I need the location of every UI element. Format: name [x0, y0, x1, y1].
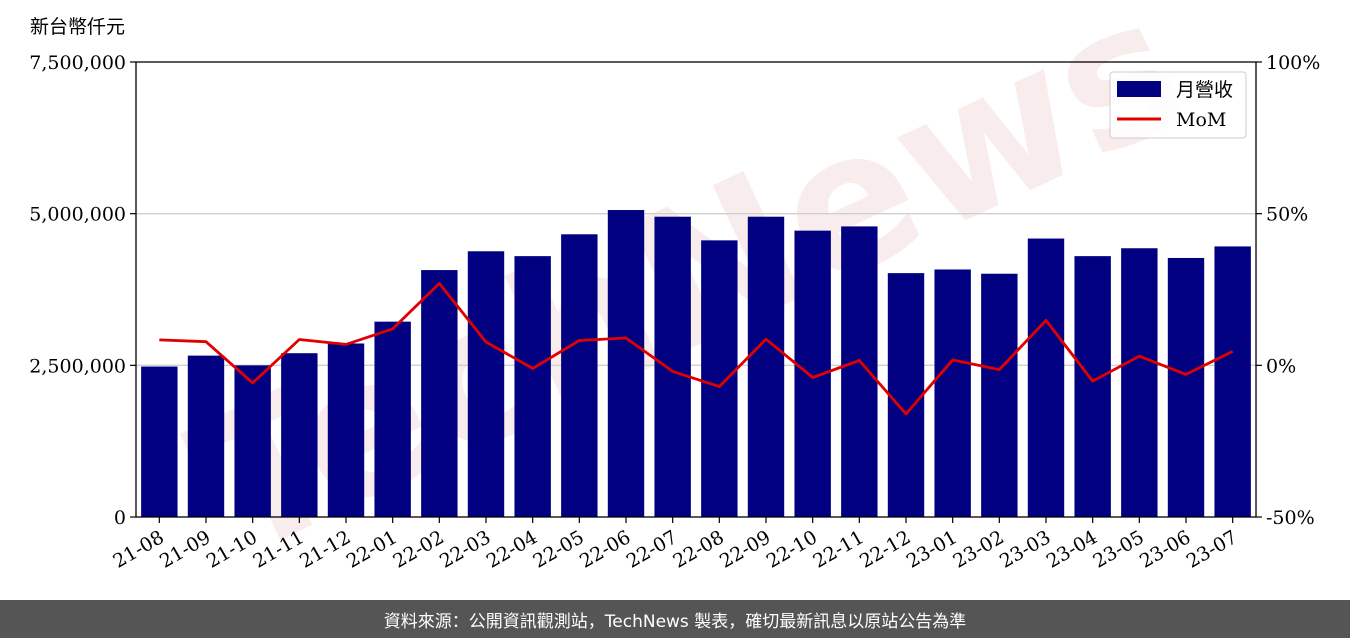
bar	[1214, 246, 1251, 517]
x-tick-label: 22-06	[576, 526, 634, 572]
bar	[1121, 248, 1158, 517]
x-tick-label: 22-12	[856, 526, 914, 572]
bar	[561, 234, 598, 517]
x-tick-label: 22-05	[529, 526, 587, 572]
mom-line	[159, 281, 1234, 416]
x-tick-label: 22-10	[763, 526, 821, 572]
x-tick-label: 22-09	[716, 526, 774, 572]
x-tick-label: 23-04	[1043, 526, 1101, 572]
bar	[981, 273, 1018, 517]
y-tick-label: 5,000,000	[29, 204, 126, 226]
x-tick-label: 22-07	[623, 526, 681, 572]
y2-tick-label: 100%	[1266, 52, 1320, 74]
x-tick-label: 21-08	[109, 526, 167, 572]
footer-text: 資料來源：公開資訊觀測站，TechNews 製表，確切最新訊息以原站公告為準	[383, 611, 967, 632]
legend-bar-swatch	[1117, 81, 1161, 97]
x-tick-label: 23-03	[996, 526, 1054, 572]
bar	[421, 270, 458, 517]
y-tick-label: 2,500,000	[29, 355, 126, 377]
bar	[841, 226, 878, 517]
x-tick-label: 23-05	[1089, 526, 1147, 572]
bar	[327, 343, 365, 517]
bar	[141, 366, 178, 517]
x-tick-label: 22-03	[436, 526, 494, 572]
x-tick-label: 21-09	[156, 526, 214, 572]
x-tick-label: 23-01	[903, 526, 961, 572]
y2-tick-label: -50%	[1266, 507, 1315, 529]
y2-tick-label: 50%	[1266, 204, 1308, 226]
y-axis-label: 新台幣仟元	[30, 16, 125, 38]
bar	[234, 365, 271, 517]
bar	[467, 251, 505, 517]
bar	[607, 210, 645, 517]
y-axis-left: 0 2,500,000 5,000,000 7,500,000	[29, 52, 136, 529]
legend: 月營收 MoM	[1109, 71, 1247, 139]
x-tick-label: 22-04	[483, 526, 541, 572]
x-tick-label: 23-07	[1183, 526, 1241, 572]
bar-series	[141, 210, 1251, 518]
x-tick-label: 23-02	[949, 526, 1007, 572]
legend-bar-label: 月營收	[1176, 79, 1233, 101]
bar	[701, 240, 738, 518]
bar	[654, 216, 691, 517]
bar	[1027, 238, 1065, 518]
x-tick-label: 22-11	[809, 526, 867, 572]
bar	[747, 216, 785, 517]
y2-tick-label: 0%	[1266, 355, 1296, 377]
bar	[187, 355, 225, 517]
x-tick-label: 22-08	[669, 526, 727, 572]
footer-source-note: 資料來源：公開資訊觀測站，TechNews 製表，確切最新訊息以原站公告為準	[0, 600, 1350, 638]
legend-line-label: MoM	[1176, 109, 1226, 131]
plot-frame	[135, 61, 1257, 518]
y-axis-right: -50% 0% 50% 100%	[1256, 52, 1320, 529]
bar	[887, 273, 925, 517]
bar	[934, 269, 971, 517]
bar	[281, 353, 318, 517]
mom-line-series	[159, 281, 1234, 416]
gridlines	[136, 213, 1256, 366]
x-tick-label: 23-06	[1136, 526, 1194, 572]
bar	[514, 256, 551, 517]
y-tick-label: 7,500,000	[29, 52, 126, 74]
bar	[1167, 257, 1205, 517]
y-tick-label: 0	[114, 507, 126, 529]
bar	[1074, 256, 1111, 517]
bar	[374, 321, 411, 517]
